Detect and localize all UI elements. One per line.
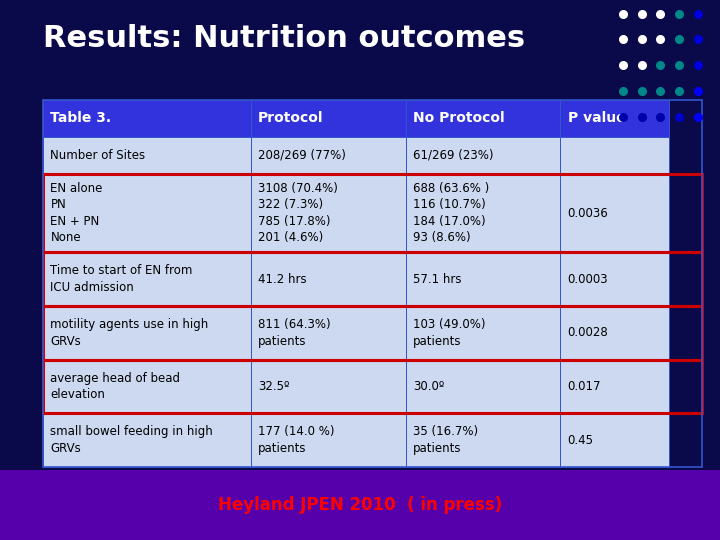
Bar: [560, 100, 669, 137]
Bar: [43, 252, 702, 306]
Text: 208/269 (77%): 208/269 (77%): [258, 149, 346, 162]
Bar: [43, 252, 251, 306]
Text: 0.0028: 0.0028: [567, 326, 608, 339]
Bar: [405, 306, 560, 360]
Bar: [0, 470, 720, 540]
Text: average head of bead
elevation: average head of bead elevation: [50, 372, 181, 401]
Text: 30.0º: 30.0º: [413, 380, 444, 393]
Bar: [43, 100, 702, 467]
Bar: [405, 137, 560, 174]
Text: No Protocol: No Protocol: [413, 111, 505, 125]
Bar: [43, 413, 251, 467]
Text: P value: P value: [567, 111, 625, 125]
Text: Heyland JPEN 2010  ( in press): Heyland JPEN 2010 ( in press): [218, 496, 502, 514]
Text: Number of Sites: Number of Sites: [50, 149, 145, 162]
Text: 811 (64.3%)
patients: 811 (64.3%) patients: [258, 318, 330, 348]
Bar: [560, 360, 669, 413]
Bar: [560, 306, 669, 360]
Text: 0.45: 0.45: [567, 434, 593, 447]
Text: 35 (16.7%)
patients: 35 (16.7%) patients: [413, 426, 478, 455]
Bar: [43, 306, 702, 360]
Text: 3108 (70.4%)
322 (7.3%)
785 (17.8%)
201 (4.6%): 3108 (70.4%) 322 (7.3%) 785 (17.8%) 201 …: [258, 182, 338, 245]
Bar: [251, 360, 405, 413]
Text: Time to start of EN from
ICU admission: Time to start of EN from ICU admission: [50, 264, 193, 294]
Text: 0.0036: 0.0036: [567, 207, 608, 220]
Bar: [43, 360, 702, 413]
Text: 57.1 hrs: 57.1 hrs: [413, 273, 462, 286]
Bar: [251, 137, 405, 174]
Text: Table 3.: Table 3.: [50, 111, 112, 125]
Bar: [405, 252, 560, 306]
Text: 177 (14.0 %)
patients: 177 (14.0 %) patients: [258, 426, 334, 455]
Bar: [405, 413, 560, 467]
Text: 0.0003: 0.0003: [567, 273, 608, 286]
Text: motility agents use in high
GRVs: motility agents use in high GRVs: [50, 318, 209, 348]
Text: Results: Nutrition outcomes: Results: Nutrition outcomes: [43, 24, 526, 53]
Text: EN alone
PN
EN + PN
None: EN alone PN EN + PN None: [50, 182, 103, 245]
Bar: [405, 360, 560, 413]
Text: 61/269 (23%): 61/269 (23%): [413, 149, 493, 162]
Text: 41.2 hrs: 41.2 hrs: [258, 273, 307, 286]
Bar: [43, 137, 251, 174]
Bar: [560, 252, 669, 306]
Text: 0.017: 0.017: [567, 380, 601, 393]
Text: 32.5º: 32.5º: [258, 380, 289, 393]
Bar: [251, 413, 405, 467]
Bar: [43, 360, 251, 413]
Bar: [405, 174, 560, 252]
Text: Protocol: Protocol: [258, 111, 323, 125]
Bar: [251, 252, 405, 306]
Bar: [560, 174, 669, 252]
Bar: [251, 306, 405, 360]
Bar: [560, 413, 669, 467]
Bar: [43, 100, 251, 137]
Text: small bowel feeding in high
GRVs: small bowel feeding in high GRVs: [50, 426, 213, 455]
Bar: [251, 100, 405, 137]
Text: 103 (49.0%)
patients: 103 (49.0%) patients: [413, 318, 485, 348]
Bar: [560, 137, 669, 174]
Bar: [405, 100, 560, 137]
Bar: [43, 174, 702, 252]
Bar: [251, 174, 405, 252]
Text: 688 (63.6% )
116 (10.7%)
184 (17.0%)
93 (8.6%): 688 (63.6% ) 116 (10.7%) 184 (17.0%) 93 …: [413, 182, 489, 245]
Bar: [43, 174, 251, 252]
Bar: [43, 306, 251, 360]
